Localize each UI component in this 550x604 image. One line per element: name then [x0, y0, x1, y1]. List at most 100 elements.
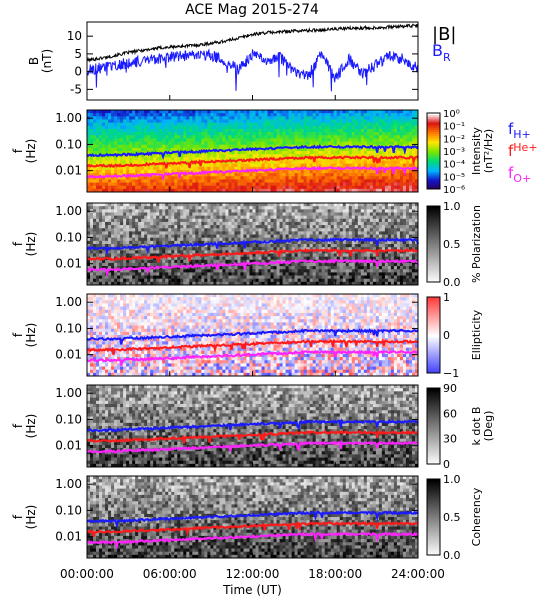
spectrogram-cell	[153, 235, 156, 239]
spectrogram-cell	[135, 276, 138, 280]
spectrogram-cell	[129, 142, 132, 146]
spectrogram-cell	[409, 151, 412, 155]
spectrogram-cell	[265, 126, 268, 130]
spectrogram-cell	[400, 164, 403, 168]
spectrogram-cell	[195, 142, 198, 146]
spectrogram-cell	[234, 154, 237, 158]
spectrogram-cell	[195, 209, 198, 213]
spectrogram-cell	[268, 135, 271, 139]
spectrogram-cell	[382, 138, 385, 142]
spectrogram-cell	[144, 228, 147, 232]
spectrogram-cell	[262, 235, 265, 239]
spectrogram-cell	[171, 142, 174, 146]
spectrogram-cell	[204, 179, 207, 183]
spectrogram-cell	[304, 129, 307, 133]
spectrogram-cell	[243, 212, 246, 216]
spectrogram-cell	[231, 279, 234, 283]
spectrogram-cell	[192, 110, 195, 114]
spectrogram-cell	[99, 110, 102, 114]
spectrogram-cell	[117, 203, 120, 207]
spectrogram-cell	[406, 135, 409, 139]
spectrogram-cell	[162, 231, 165, 235]
spectrogram-cell	[150, 129, 153, 133]
spectrogram-cell	[141, 113, 144, 117]
spectrogram-cell	[304, 160, 307, 164]
spectrogram-cell	[271, 228, 274, 232]
spectrogram-cell	[361, 116, 364, 120]
spectrogram-cell	[249, 231, 252, 235]
spectrogram-cell	[162, 206, 165, 210]
spectrogram-cell	[292, 222, 295, 226]
spectrogram-cell	[114, 129, 117, 133]
spectrogram-cell	[99, 276, 102, 280]
spectrogram-cell	[192, 225, 195, 229]
spectrogram-cell	[373, 119, 376, 123]
spectrogram-cell	[364, 148, 367, 152]
spectrogram-cell	[268, 113, 271, 117]
spectrogram-cell	[256, 244, 259, 248]
spectrogram-cell	[201, 216, 204, 220]
spectrogram-cell	[379, 176, 382, 180]
spectrogram-cell	[213, 228, 216, 232]
spectrogram-cell	[364, 176, 367, 180]
spectrogram-cell	[90, 219, 93, 223]
spectrogram-cell	[234, 116, 237, 120]
spectrogram-cell	[186, 222, 189, 226]
spectrogram-cell	[105, 126, 108, 130]
spectrogram-cell	[138, 129, 141, 133]
spectrogram-cell	[135, 167, 138, 171]
spectrogram-cell	[322, 231, 325, 235]
spectrogram-cell	[304, 138, 307, 142]
spectrogram-cell	[204, 228, 207, 232]
spectrogram-cell	[319, 132, 322, 136]
spectrogram-cell	[382, 126, 385, 130]
spectrogram-cell	[183, 216, 186, 220]
spectrogram-cell	[237, 113, 240, 117]
spectrogram-cell	[313, 151, 316, 155]
spectrogram-cell	[355, 116, 358, 120]
y-tick-label: 5	[74, 47, 82, 61]
spectrogram-cell	[307, 269, 310, 273]
spectrogram-cell	[346, 183, 349, 187]
spectrogram-cell	[171, 247, 174, 251]
spectrogram-cell	[328, 113, 331, 117]
spectrogram-cell	[283, 228, 286, 232]
spectrogram-cell	[280, 123, 283, 127]
spectrogram-cell	[352, 173, 355, 177]
spectrogram-cell	[310, 129, 313, 133]
spectrogram-cell	[316, 228, 319, 232]
spectrogram-cell	[90, 231, 93, 235]
spectrogram-cell	[162, 241, 165, 245]
spectrogram-cell	[219, 167, 222, 171]
spectrogram-cell	[292, 186, 295, 190]
spectrogram-cell	[156, 203, 159, 207]
spectrogram-cell	[138, 216, 141, 220]
spectrogram-cell	[397, 148, 400, 152]
spectrogram-cell	[132, 235, 135, 239]
spectrogram-cell	[337, 160, 340, 164]
spectrogram-cell	[243, 276, 246, 280]
spectrogram-cell	[141, 279, 144, 283]
spectrogram-cell	[93, 113, 96, 117]
spectrogram-cell	[394, 113, 397, 117]
spectrogram-cell	[322, 203, 325, 207]
spectrogram-cell	[147, 132, 150, 136]
spectrogram-cell	[400, 123, 403, 127]
spectrogram-cell	[370, 173, 373, 177]
spectrogram-cell	[159, 219, 162, 223]
spectrogram-cell	[225, 123, 228, 127]
spectrogram-cell	[283, 183, 286, 187]
spectrogram-cell	[352, 132, 355, 136]
spectrogram-cell	[246, 129, 249, 133]
spectrogram-cell	[132, 160, 135, 164]
spectrogram-cell	[328, 142, 331, 146]
spectrogram-cell	[117, 157, 120, 161]
spectrogram-cell	[289, 119, 292, 123]
spectrogram-cell	[141, 209, 144, 213]
spectrogram-cell	[180, 145, 183, 149]
spectrogram-cell	[343, 135, 346, 139]
spectrogram-cell	[271, 244, 274, 248]
spectrogram-cell	[126, 225, 129, 229]
spectrogram-cell	[249, 209, 252, 213]
spectrogram-cell	[310, 179, 313, 183]
